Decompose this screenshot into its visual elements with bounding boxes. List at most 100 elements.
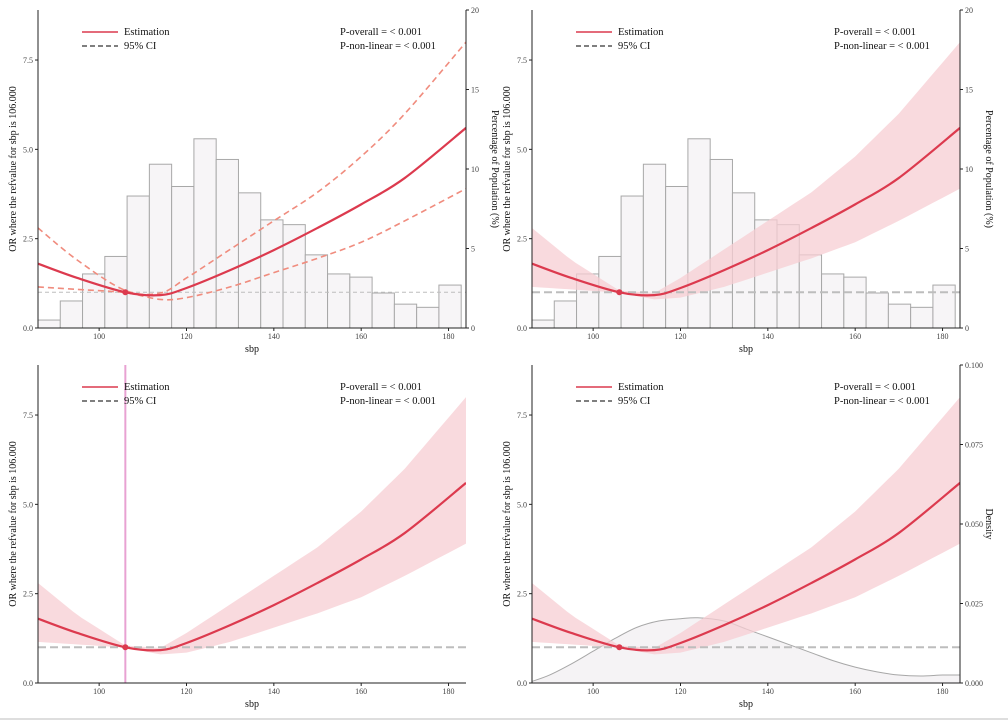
x-tick-label: 180 [937, 687, 949, 696]
y-tick-label: 2.5 [23, 235, 33, 244]
p-values: P-overall = < 0.001 P-non-linear = < 0.00… [834, 382, 930, 407]
x-tick-label: 100 [587, 332, 599, 341]
legend: Estimation 95% CI [576, 382, 664, 407]
histogram-bar [327, 273, 351, 328]
plot-area [532, 42, 960, 328]
x-tick-label: 120 [180, 332, 192, 341]
y-axis-title: OR where the refvalue for sbp is 106.000 [502, 86, 513, 252]
legend: Estimation 95% CI [576, 27, 664, 52]
y-tick-label: 2.5 [517, 235, 527, 244]
axes: 100 120 140 160 180 0.0 2.5 5.0 7.5 0.000 0.025 0.0… [502, 361, 994, 710]
y-tick-label: 5.0 [23, 500, 33, 509]
p-overall-label: P-overall = < 0.001 [340, 27, 422, 38]
estimate-line [38, 127, 466, 297]
y2-tick-label: 20 [965, 6, 973, 15]
legend-estimation-label: Estimation [124, 382, 170, 393]
legend-ci-label: 95% CI [618, 396, 651, 407]
y2-tick-label: 5 [965, 245, 969, 254]
y-tick-label: 7.5 [23, 56, 33, 65]
x-tick-label: 160 [849, 687, 861, 696]
ci-upper-line [38, 41, 466, 296]
ci-band [532, 397, 960, 655]
y2-tick-label: 0.025 [965, 600, 983, 609]
x-tick-label: 100 [587, 687, 599, 696]
x-tick-label: 100 [93, 687, 105, 696]
histogram-bar [438, 284, 462, 328]
y2-tick-label: 10 [965, 165, 973, 174]
legend-estimation-label: Estimation [618, 27, 664, 38]
y2-tick-label: 0.075 [965, 441, 983, 450]
y2-tick-label: 5 [471, 245, 475, 254]
y-tick-label: 0.0 [23, 679, 33, 688]
p-overall-label: P-overall = < 0.001 [834, 27, 916, 38]
histogram-bar [349, 276, 373, 328]
panel-bottom-right: 100 120 140 160 180 0.0 2.5 5.0 7.5 0.000 0.025 0.0… [502, 361, 994, 710]
panel-top-right: 100 120 140 160 180 0.0 2.5 5.0 7.5 0 5 10 15 20 sbp OR… [502, 6, 994, 355]
x-tick-label: 180 [937, 332, 949, 341]
y-tick-label: 5.0 [517, 500, 527, 509]
histogram-bar [215, 158, 239, 328]
legend-ci-label: 95% CI [124, 396, 157, 407]
y2-tick-label: 0 [471, 324, 475, 333]
axes: 100 120 140 160 180 0.0 2.5 5.0 7.5 0 5 10 15 20 sbp OR… [8, 6, 500, 355]
x-axis-title: sbp [245, 344, 259, 355]
x-tick-label: 100 [93, 332, 105, 341]
panel-top-left: 100 120 140 160 180 0.0 2.5 5.0 7.5 0 5 10 15 20 sbp OR… [8, 6, 500, 355]
reference-point [616, 644, 623, 651]
histogram-bar [126, 195, 150, 328]
y-tick-label: 0.0 [517, 679, 527, 688]
y-tick-label: 0.0 [23, 324, 33, 333]
x-axis-title: sbp [739, 699, 753, 710]
p-nonlinear-label: P-non-linear = < 0.001 [340, 396, 436, 407]
p-values: P-overall = < 0.001 P-non-linear = < 0.00… [340, 382, 436, 407]
histogram [532, 138, 956, 328]
ci-band [38, 397, 466, 655]
x-tick-label: 120 [674, 687, 686, 696]
y2-tick-label: 10 [471, 165, 479, 174]
panel-bottom-left: 100 120 140 160 180 0.0 2.5 5.0 7.5 sbp OR where t… [8, 365, 466, 710]
y2-axis-title: Percentage of Population (%) [489, 110, 500, 228]
histogram-bar [620, 195, 644, 328]
histogram-bar [910, 306, 934, 328]
x-tick-label: 160 [355, 332, 367, 341]
y2-tick-label: 15 [471, 86, 479, 95]
y2-tick-label: 0.050 [965, 520, 983, 529]
axes: 100 120 140 160 180 0.0 2.5 5.0 7.5 0 5 10 15 20 sbp OR… [502, 6, 994, 355]
y2-tick-label: 0 [965, 324, 969, 333]
plot-area [532, 397, 960, 683]
estimate-line [532, 482, 960, 652]
y2-tick-label: 0.000 [965, 679, 983, 688]
reference-point [122, 289, 129, 296]
histogram-bar [393, 303, 418, 328]
y2-tick-label: 20 [471, 6, 479, 15]
x-tick-label: 140 [762, 687, 774, 696]
histogram-bar [553, 300, 578, 328]
x-tick-label: 120 [180, 687, 192, 696]
ci-band [532, 42, 960, 300]
histogram-bar [38, 319, 61, 328]
y-tick-label: 2.5 [517, 590, 527, 599]
x-tick-label: 140 [268, 687, 280, 696]
histogram-bar [171, 185, 195, 328]
histogram-bar [304, 254, 329, 328]
histogram-bar [260, 219, 284, 328]
p-nonlinear-label: P-non-linear = < 0.001 [340, 41, 436, 52]
histogram [38, 138, 462, 328]
x-tick-label: 120 [674, 332, 686, 341]
y2-tick-label: 15 [965, 86, 973, 95]
histogram-bar [82, 273, 106, 328]
histogram-bar [416, 306, 440, 328]
legend-ci-label: 95% CI [124, 41, 157, 52]
histogram-bar [865, 292, 889, 328]
y-tick-label: 7.5 [23, 411, 33, 420]
legend: Estimation 95% CI [82, 27, 170, 52]
p-values: P-overall = < 0.001 P-non-linear = < 0.00… [340, 27, 436, 52]
y2-axis-title: Percentage of Population (%) [983, 110, 994, 228]
histogram-bar [665, 185, 689, 328]
y2-tick-label: 0.100 [965, 361, 983, 370]
x-tick-label: 140 [762, 332, 774, 341]
histogram-bar [193, 138, 217, 328]
histogram-bar [532, 319, 555, 328]
